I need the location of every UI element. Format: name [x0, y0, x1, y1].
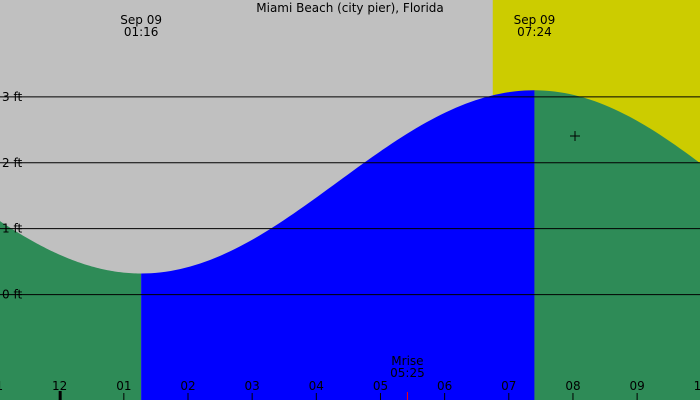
y-tick-label: 0 ft	[2, 288, 22, 302]
hour-tick-label: 08	[565, 379, 580, 393]
tide-time: 07:24	[517, 25, 552, 39]
hour-tick-label: 02	[180, 379, 195, 393]
hour-tick-label: 07	[501, 379, 516, 393]
hour-tick-label: 05	[373, 379, 388, 393]
rising-tide-area	[141, 90, 535, 400]
y-tick-label: 1 ft	[2, 222, 22, 236]
hour-tick-label: 04	[309, 379, 324, 393]
falling-tide-area	[534, 90, 700, 400]
midnight-marker	[58, 391, 62, 400]
falling-tide-area	[0, 221, 142, 400]
hour-tick-label: 12	[52, 379, 67, 393]
tide-time: 01:16	[124, 25, 159, 39]
tide-date: Sep 09	[120, 13, 162, 27]
y-axis: 3 ft 2 ft 1 ft 0 ft	[2, 90, 22, 302]
x-axis: 11 12 01 02 03 04 05 06 07 08 09 10	[0, 379, 700, 400]
hour-tick-label: 10	[694, 379, 700, 393]
gridlines	[0, 96, 700, 296]
y-tick-label: 3 ft	[2, 90, 22, 104]
hour-tick-label: 06	[437, 379, 452, 393]
y-tick-label: 2 ft	[2, 156, 22, 170]
chart-title: Miami Beach (city pier), Florida	[256, 1, 444, 15]
hour-tick-label: 09	[629, 379, 644, 393]
crosshair-marker	[570, 131, 580, 141]
moon-event-time: 05:25	[390, 366, 425, 380]
hour-tick-label: 01	[116, 379, 131, 393]
hour-tick-label: 11	[0, 379, 3, 393]
hour-tick-label: 03	[245, 379, 260, 393]
tide-areas	[0, 90, 700, 400]
moon-event-label: Mrise	[391, 354, 423, 368]
tide-date: Sep 09	[514, 13, 556, 27]
